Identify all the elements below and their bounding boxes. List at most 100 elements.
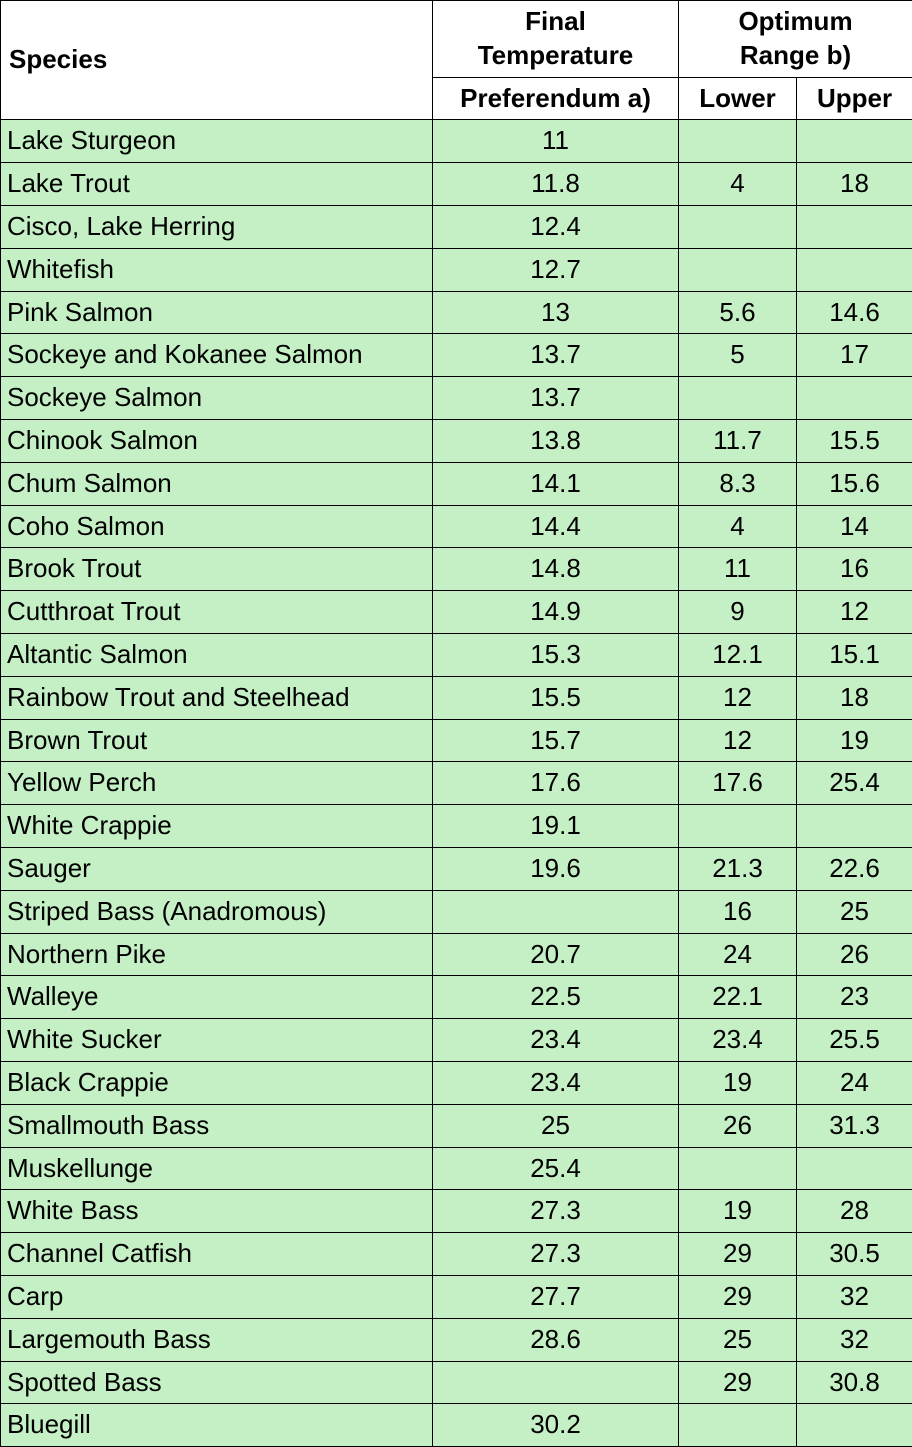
- table-row: Muskellunge25.4: [1, 1147, 912, 1190]
- lower-cell: 11.7: [679, 419, 797, 462]
- species-cell: Chum Salmon: [1, 462, 433, 505]
- species-cell: Northern Pike: [1, 933, 433, 976]
- table-row: Smallmouth Bass252631.3: [1, 1104, 912, 1147]
- species-cell: Sockeye and Kokanee Salmon: [1, 334, 433, 377]
- upper-cell: 24: [797, 1061, 912, 1104]
- table-row: White Crappie19.1: [1, 805, 912, 848]
- final-temp-cell: 27.3: [433, 1233, 679, 1276]
- species-temperature-table: Species Final Temperature Optimum Range …: [0, 0, 912, 1447]
- species-cell: Carp: [1, 1275, 433, 1318]
- lower-cell: 19: [679, 1061, 797, 1104]
- table-row: Whitefish12.7: [1, 248, 912, 291]
- lower-cell: 5.6: [679, 291, 797, 334]
- final-temp-cell: 14.1: [433, 462, 679, 505]
- final-temp-cell: 13.7: [433, 377, 679, 420]
- final-temp-cell: 11.8: [433, 163, 679, 206]
- upper-cell: 18: [797, 676, 912, 719]
- table-row: Spotted Bass2930.8: [1, 1361, 912, 1404]
- upper-cell: 25: [797, 890, 912, 933]
- upper-cell: 17: [797, 334, 912, 377]
- table-row: Rainbow Trout and Steelhead15.51218: [1, 676, 912, 719]
- table-row: White Sucker23.423.425.5: [1, 1019, 912, 1062]
- table-row: Chum Salmon14.18.315.6: [1, 462, 912, 505]
- lower-cell: 16: [679, 890, 797, 933]
- table-row: Striped Bass (Anadromous)1625: [1, 890, 912, 933]
- final-temp-cell: 20.7: [433, 933, 679, 976]
- lower-cell: [679, 377, 797, 420]
- table-row: Cisco, Lake Herring12.4: [1, 205, 912, 248]
- species-cell: Brook Trout: [1, 548, 433, 591]
- species-cell: Sauger: [1, 847, 433, 890]
- table-row: Channel Catfish27.32930.5: [1, 1233, 912, 1276]
- species-cell: Walleye: [1, 976, 433, 1019]
- table-row: Pink Salmon135.614.6: [1, 291, 912, 334]
- upper-cell: [797, 805, 912, 848]
- table-row: Lake Sturgeon11: [1, 120, 912, 163]
- final-temp-cell: 23.4: [433, 1061, 679, 1104]
- final-temp-cell: 28.6: [433, 1318, 679, 1361]
- upper-cell: [797, 1404, 912, 1447]
- species-cell: Muskellunge: [1, 1147, 433, 1190]
- col-header-optimum-group: Optimum Range b): [679, 1, 912, 78]
- col-header-upper: Upper: [797, 77, 912, 120]
- species-cell: Spotted Bass: [1, 1361, 433, 1404]
- table-row: Sauger19.621.322.6: [1, 847, 912, 890]
- final-temp-cell: 15.3: [433, 633, 679, 676]
- upper-cell: 12: [797, 591, 912, 634]
- table-row: Black Crappie23.41924: [1, 1061, 912, 1104]
- upper-cell: 30.5: [797, 1233, 912, 1276]
- lower-cell: [679, 805, 797, 848]
- final-temp-cell: 17.6: [433, 762, 679, 805]
- lower-cell: [679, 1404, 797, 1447]
- table-row: Bluegill30.2: [1, 1404, 912, 1447]
- table-row: Chinook Salmon13.811.715.5: [1, 419, 912, 462]
- header-row-1: Species Final Temperature Optimum Range …: [1, 1, 912, 78]
- upper-cell: 15.5: [797, 419, 912, 462]
- final-temp-cell: 25: [433, 1104, 679, 1147]
- upper-cell: 32: [797, 1275, 912, 1318]
- species-cell: Largemouth Bass: [1, 1318, 433, 1361]
- table-row: White Bass27.31928: [1, 1190, 912, 1233]
- lower-cell: 17.6: [679, 762, 797, 805]
- upper-cell: 31.3: [797, 1104, 912, 1147]
- species-cell: Chinook Salmon: [1, 419, 433, 462]
- col-header-final-temp-top: Final Temperature: [433, 1, 679, 78]
- species-cell: Lake Sturgeon: [1, 120, 433, 163]
- table-row: Northern Pike20.72426: [1, 933, 912, 976]
- upper-cell: 14.6: [797, 291, 912, 334]
- upper-cell: 30.8: [797, 1361, 912, 1404]
- lower-cell: 26: [679, 1104, 797, 1147]
- species-cell: Coho Salmon: [1, 505, 433, 548]
- final-temp-cell: 15.7: [433, 719, 679, 762]
- table-header: Species Final Temperature Optimum Range …: [1, 1, 912, 120]
- final-temp-cell: 13.7: [433, 334, 679, 377]
- upper-cell: 22.6: [797, 847, 912, 890]
- lower-cell: [679, 248, 797, 291]
- lower-cell: 25: [679, 1318, 797, 1361]
- final-temp-cell: [433, 890, 679, 933]
- upper-cell: [797, 248, 912, 291]
- col-header-species: Species: [1, 1, 433, 120]
- final-temp-cell: 23.4: [433, 1019, 679, 1062]
- lower-cell: [679, 1147, 797, 1190]
- optimum-line2: Range b): [740, 40, 851, 70]
- final-temp-cell: 11: [433, 120, 679, 163]
- col-header-lower: Lower: [679, 77, 797, 120]
- lower-cell: [679, 205, 797, 248]
- lower-cell: 29: [679, 1233, 797, 1276]
- final-temp-cell: 19.6: [433, 847, 679, 890]
- species-cell: White Bass: [1, 1190, 433, 1233]
- upper-cell: 26: [797, 933, 912, 976]
- final-temp-cell: 14.4: [433, 505, 679, 548]
- table-row: Carp27.72932: [1, 1275, 912, 1318]
- final-temp-cell: 27.7: [433, 1275, 679, 1318]
- lower-cell: 11: [679, 548, 797, 591]
- lower-cell: 12: [679, 719, 797, 762]
- species-cell: Whitefish: [1, 248, 433, 291]
- final-temp-cell: 22.5: [433, 976, 679, 1019]
- final-temp-line2: Temperature: [478, 40, 634, 70]
- species-cell: Brown Trout: [1, 719, 433, 762]
- species-cell: Black Crappie: [1, 1061, 433, 1104]
- final-temp-cell: 14.8: [433, 548, 679, 591]
- species-cell: Channel Catfish: [1, 1233, 433, 1276]
